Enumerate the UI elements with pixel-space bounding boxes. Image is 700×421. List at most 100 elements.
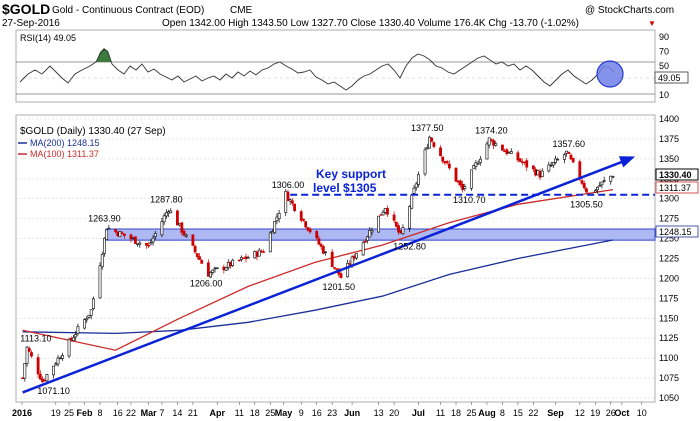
candle-body bbox=[441, 156, 445, 162]
candle-body bbox=[206, 262, 210, 277]
candle-body bbox=[565, 150, 568, 154]
candle-body bbox=[30, 352, 33, 357]
candle-body bbox=[120, 232, 124, 234]
candle-body bbox=[551, 162, 555, 166]
candle-body bbox=[443, 160, 447, 164]
rsi-tick-label: 10 bbox=[659, 90, 669, 100]
price-annotation: 1201.50 bbox=[323, 282, 356, 292]
chg-down-arrow-icon: ▼ bbox=[648, 19, 656, 28]
candle-body bbox=[167, 211, 170, 214]
x-tick-label: Feb bbox=[77, 408, 94, 418]
candle-body bbox=[461, 183, 465, 190]
x-tick-label: 25 bbox=[466, 408, 476, 418]
candle-body bbox=[489, 139, 493, 141]
candle-body bbox=[414, 183, 418, 188]
price-annotation: 1305.50 bbox=[570, 199, 603, 209]
candle-body bbox=[463, 186, 467, 189]
candle-body bbox=[198, 256, 201, 260]
candle-body bbox=[222, 266, 226, 271]
y-tick-label: 1050 bbox=[659, 393, 679, 403]
y-tick-label: 1400 bbox=[659, 114, 679, 124]
candle-body bbox=[54, 363, 58, 366]
rsi-value-badge: 49.05 bbox=[658, 73, 681, 83]
candle-body bbox=[447, 163, 451, 169]
contract-name: Gold - Continuous Contract (EOD) bbox=[52, 5, 204, 16]
candle-body bbox=[25, 346, 29, 364]
candle-body bbox=[571, 157, 575, 163]
candle-body bbox=[160, 221, 164, 236]
x-tick-label: 18 bbox=[451, 408, 461, 418]
candle-body bbox=[290, 200, 294, 204]
candle-body bbox=[138, 242, 142, 245]
candle-body bbox=[432, 142, 436, 147]
candle-body bbox=[520, 161, 524, 163]
candle-body bbox=[600, 181, 604, 186]
candle-body bbox=[459, 180, 462, 186]
candle-body bbox=[293, 203, 296, 212]
candle-body bbox=[503, 150, 507, 153]
support-annotation-line1: Key support bbox=[316, 167, 386, 181]
candle-body bbox=[408, 206, 411, 229]
candle-body bbox=[74, 334, 78, 338]
candle-body bbox=[425, 147, 429, 150]
candle-body bbox=[180, 222, 184, 233]
candle-body bbox=[240, 257, 243, 260]
ma100-badge-bg bbox=[655, 181, 699, 194]
candle-body bbox=[211, 269, 215, 273]
candle-body bbox=[363, 240, 367, 243]
candle-body bbox=[593, 190, 597, 193]
close-badge: 1330.40 bbox=[659, 170, 692, 180]
x-tick-label: 10 bbox=[637, 408, 647, 418]
price-annotation: 1287.80 bbox=[150, 194, 183, 204]
candle-body bbox=[103, 237, 106, 254]
candle-body bbox=[275, 216, 279, 222]
candle-body bbox=[430, 137, 434, 142]
rsi-tick-label: 50 bbox=[659, 61, 669, 71]
price-annotation: 1310.70 bbox=[453, 195, 486, 205]
candle-body bbox=[454, 167, 458, 182]
candle-body bbox=[133, 236, 137, 244]
x-tick-label: 25 bbox=[265, 408, 275, 418]
candle-body bbox=[200, 260, 204, 264]
candle-body bbox=[394, 221, 398, 227]
candle-body bbox=[348, 263, 352, 265]
candle-body bbox=[538, 171, 542, 178]
candle-body bbox=[145, 242, 148, 246]
candle-body bbox=[131, 237, 135, 240]
ma200-badge: 1248.15 bbox=[659, 227, 692, 237]
x-tick-label: 19 bbox=[51, 408, 61, 418]
candle-body bbox=[518, 158, 522, 162]
candle-body bbox=[41, 378, 44, 383]
candle-body bbox=[534, 169, 538, 176]
x-tick-label: 9 bbox=[299, 408, 304, 418]
candle-body bbox=[339, 273, 343, 279]
close-badge-bg bbox=[655, 168, 699, 181]
candle-body bbox=[286, 191, 290, 202]
candle-body bbox=[609, 175, 613, 182]
y-tick-label: 1350 bbox=[659, 154, 679, 164]
candle-body bbox=[366, 236, 369, 241]
x-tick-label: 23 bbox=[327, 408, 337, 418]
candle-body bbox=[487, 137, 491, 146]
candle-body bbox=[540, 170, 544, 177]
candle-body bbox=[445, 161, 449, 164]
candle-body bbox=[147, 245, 151, 247]
rsi-frame bbox=[15, 29, 656, 103]
candle-body bbox=[319, 244, 323, 247]
candle-body bbox=[169, 210, 173, 214]
candle-body bbox=[98, 265, 102, 299]
candle-body bbox=[268, 232, 272, 253]
candle-body bbox=[231, 259, 235, 266]
x-tick-label: 2016 bbox=[12, 408, 32, 418]
candle-body bbox=[67, 338, 71, 357]
ma200-legend: MA(200) 1248.15 bbox=[30, 138, 100, 148]
candle-body bbox=[306, 227, 310, 231]
candle-body bbox=[352, 255, 356, 259]
x-tick-label: Apr bbox=[209, 408, 225, 418]
candle-body bbox=[330, 251, 334, 268]
ma200-line bbox=[22, 239, 614, 335]
candle-body bbox=[271, 231, 274, 234]
y-tick-label: 1250 bbox=[659, 234, 679, 244]
candle-body bbox=[262, 251, 266, 253]
candle-body bbox=[38, 373, 42, 380]
